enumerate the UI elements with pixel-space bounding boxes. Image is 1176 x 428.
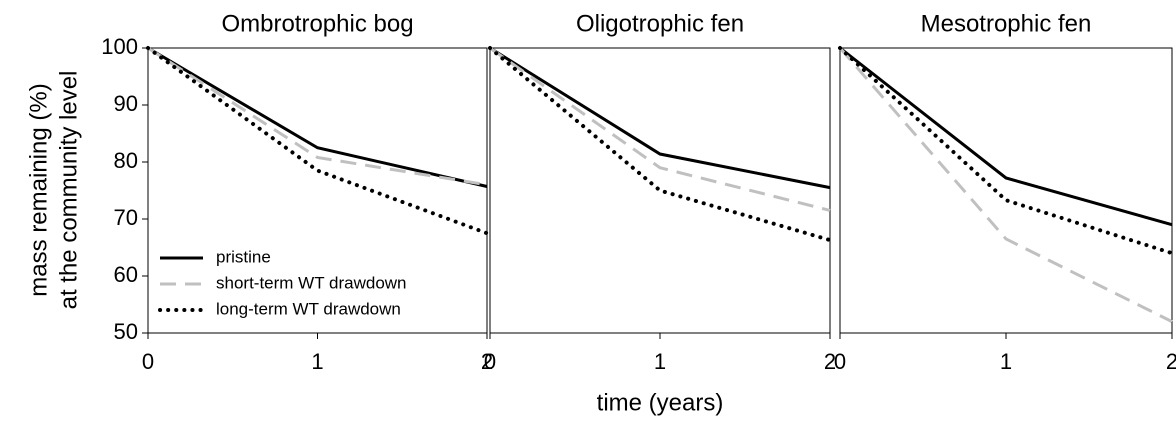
x-tick-label: 1 bbox=[654, 349, 666, 374]
x-tick-label: 1 bbox=[311, 349, 323, 374]
y-axis-label: at the community level bbox=[55, 71, 82, 310]
y-tick-label: 90 bbox=[114, 91, 138, 116]
series-line bbox=[146, 46, 489, 236]
series-line bbox=[489, 46, 831, 190]
series-line bbox=[488, 46, 832, 243]
legend-label: pristine bbox=[216, 247, 271, 266]
panel-title: Ombrotrophic bog bbox=[221, 10, 413, 37]
y-tick-label: 70 bbox=[114, 205, 138, 230]
x-tick-label: 1 bbox=[1000, 349, 1012, 374]
plot-frame bbox=[839, 47, 1173, 334]
x-tick-label: 0 bbox=[834, 349, 846, 374]
legend-label: short-term WT drawdown bbox=[216, 273, 407, 292]
legend-label: long-term WT drawdown bbox=[216, 299, 401, 318]
x-tick-label: 0 bbox=[142, 349, 154, 374]
x-tick-label: 2 bbox=[1166, 349, 1176, 374]
y-tick-label: 50 bbox=[114, 319, 138, 344]
y-tick-label: 80 bbox=[114, 148, 138, 173]
series-line bbox=[838, 46, 1174, 256]
x-axis-label: time (years) bbox=[597, 389, 724, 416]
y-axis-label: mass remaining (%) bbox=[25, 83, 52, 296]
series-line bbox=[839, 46, 1173, 227]
panel-title: Oligotrophic fen bbox=[576, 10, 744, 37]
series-line bbox=[147, 46, 488, 187]
y-tick-label: 100 bbox=[101, 34, 138, 59]
x-tick-label: 0 bbox=[484, 349, 496, 374]
panel-title: Mesotrophic fen bbox=[921, 10, 1092, 37]
x-tick-label: 2 bbox=[824, 349, 836, 374]
x-tick-label: 2 bbox=[481, 349, 493, 374]
series-line bbox=[147, 46, 488, 188]
y-tick-label: 60 bbox=[114, 262, 138, 287]
series-line bbox=[489, 46, 831, 212]
series-line bbox=[838, 47, 1173, 323]
